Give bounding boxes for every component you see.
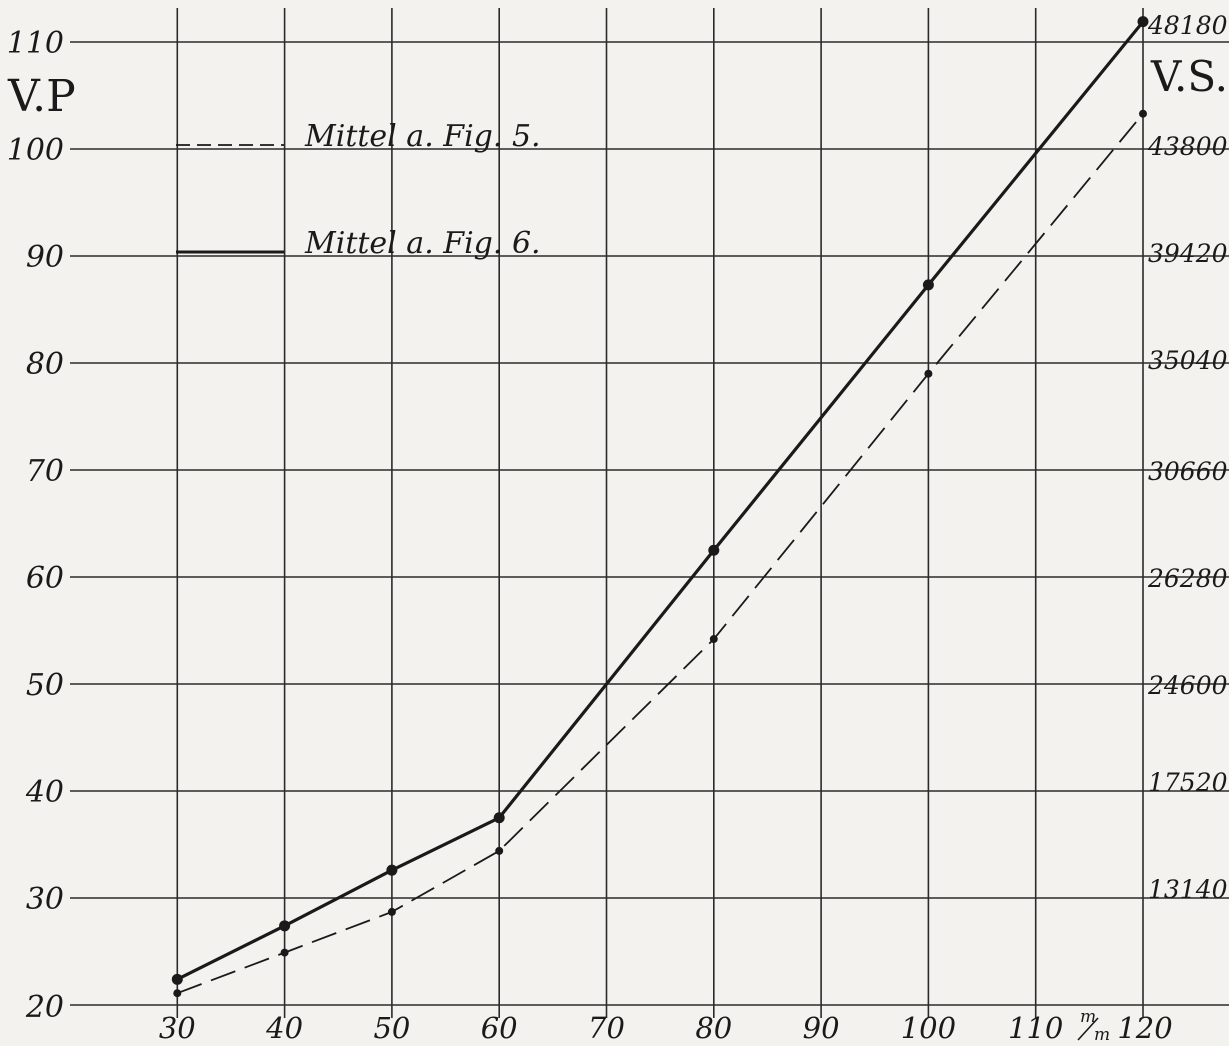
y-tick-right-label: 24600	[1147, 671, 1228, 700]
tick-labels: 20 30 40 50 60 70 80 90 100 110 30 40 50 60 70 80 90 100 1…	[7, 11, 1228, 1045]
y-tick-right-label: 30660	[1148, 457, 1228, 486]
data-point-fig5	[280, 948, 289, 957]
x-tick-label: 110	[1008, 1011, 1063, 1045]
x-tick-label: 70	[588, 1011, 625, 1045]
y-tick-left-label: 40	[25, 775, 64, 810]
y-tick-right-label: 48180	[1147, 11, 1228, 40]
x-tick-label: 60	[481, 1011, 518, 1045]
x-tick-label: 100	[901, 1011, 956, 1045]
x-unit-denominator: m	[1094, 1025, 1110, 1045]
x-tick-label: 50	[373, 1011, 410, 1045]
data-point-fig6	[1137, 16, 1149, 28]
data-point-fig5	[387, 907, 396, 916]
x-tick-label: 120	[1117, 1011, 1172, 1045]
data-point-fig6	[279, 920, 291, 932]
y-tick-right-label: 35040	[1148, 346, 1228, 375]
y-tick-left-label: 80	[26, 347, 64, 382]
y-tick-right-label: 43800	[1147, 132, 1228, 161]
y-tick-left-label: 70	[26, 454, 64, 489]
x-tick-label: 40	[265, 1011, 303, 1045]
data-point-fig5	[1139, 109, 1147, 118]
grid	[70, 8, 1229, 1018]
x-tick-label: 80	[695, 1011, 732, 1045]
y-tick-left-label: 30	[26, 882, 64, 917]
left-axis-title: V.P	[7, 71, 76, 122]
y-tick-right-label: 26280	[1147, 564, 1228, 593]
y-tick-right-label: 13140	[1148, 875, 1228, 904]
data-point-fig6	[386, 864, 398, 876]
right-axis-title: V.S.	[1150, 52, 1228, 101]
x-tick-label: 90	[803, 1011, 840, 1045]
x-unit-slash	[1077, 1017, 1099, 1041]
y-tick-left-label: 110	[7, 26, 64, 61]
y-tick-left-label: 90	[26, 240, 64, 275]
data-point-fig6	[171, 973, 183, 985]
data-point-fig6	[708, 544, 720, 556]
y-tick-right-label: 39420	[1148, 239, 1228, 268]
y-tick-left-label: 100	[7, 133, 64, 168]
series-layer	[171, 16, 1149, 998]
y-tick-left-label: 50	[26, 668, 64, 703]
y-tick-right-label: 17520	[1148, 768, 1228, 797]
y-tick-left-label: 20	[25, 990, 64, 1025]
data-point-fig6	[922, 279, 934, 291]
data-point-fig5	[709, 635, 718, 644]
legend-label-fig5: Mittel a. Fig. 5.	[304, 119, 541, 154]
data-point-fig5	[173, 989, 182, 998]
x-tick-label: 30	[159, 1011, 196, 1045]
data-point-fig5	[495, 846, 504, 855]
x-unit-label: m m	[1077, 1007, 1110, 1045]
data-point-fig5	[924, 369, 933, 378]
legend-label-fig6: Mittel a. Fig. 6.	[304, 226, 541, 261]
x-unit-numerator: m	[1080, 1007, 1096, 1027]
data-point-fig6	[493, 812, 505, 824]
y-tick-left-label: 60	[26, 561, 64, 596]
legend: Mittel a. Fig. 5. Mittel a. Fig. 6.	[176, 119, 541, 261]
